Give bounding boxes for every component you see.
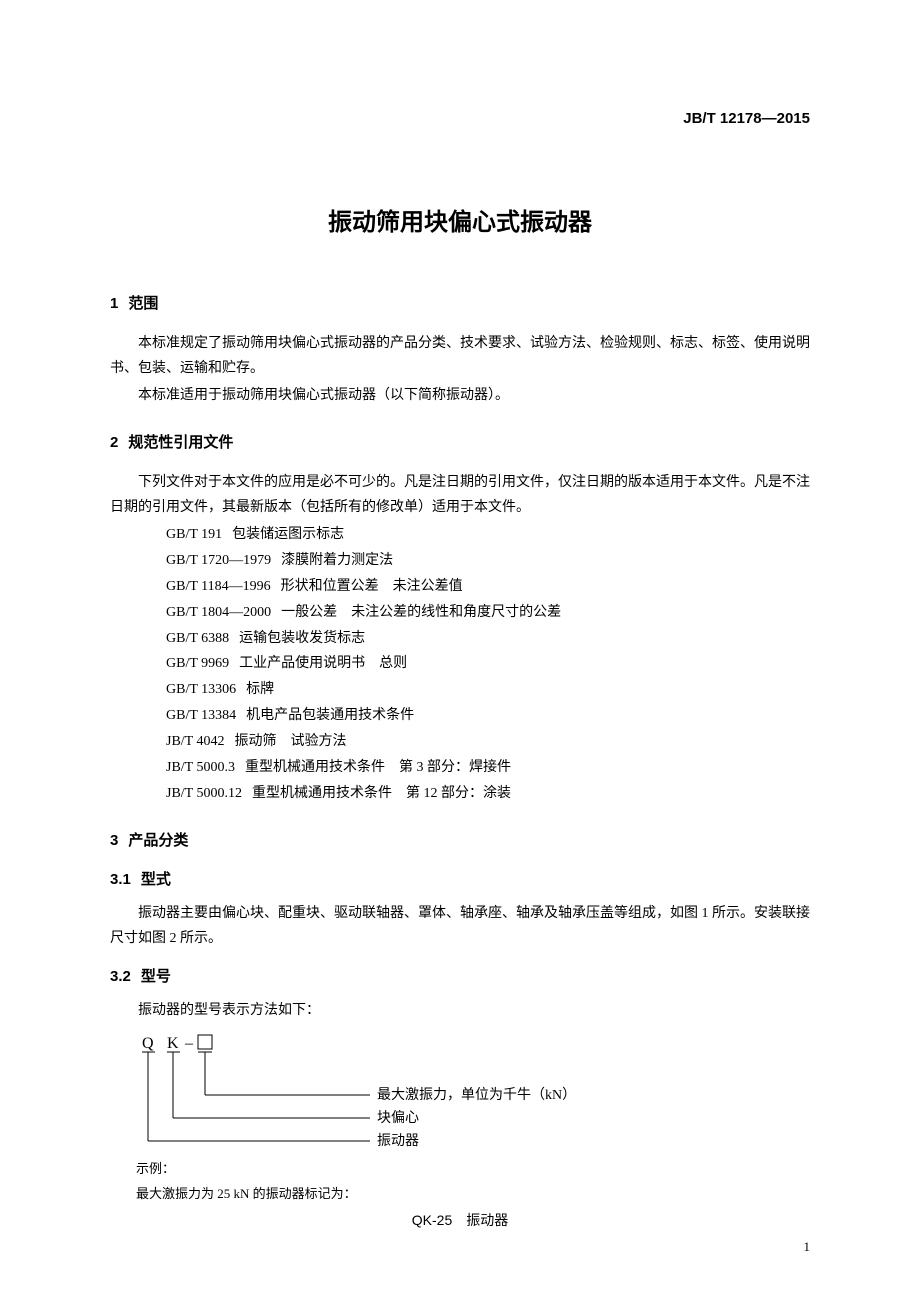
ref-item: GB/T 13306 标牌 (110, 677, 810, 703)
ref-title: 漆膜附着力测定法 (281, 553, 393, 568)
ref-code: GB/T 191 (138, 522, 222, 548)
ref-title: 标牌 (246, 682, 274, 697)
label-force: 最大激振力，单位为千牛（kN） (377, 1086, 576, 1103)
section-3-1-heading: 3.1 型式 (110, 868, 810, 889)
ref-title: 机电产品包装通用技术条件 (246, 708, 414, 723)
main-title: 振动筛用块偏心式振动器 (110, 202, 810, 237)
ref-title: 工业产品使用说明书 总则 (239, 656, 407, 671)
section-3-num: 3 (110, 832, 118, 849)
ref-item: GB/T 9969 工业产品使用说明书 总则 (110, 651, 810, 677)
section-3-2-num: 3.2 (110, 968, 131, 985)
code-dash: – (184, 1035, 194, 1052)
references-list: GB/T 191包装储运图示标志 GB/T 1720—1979漆膜附着力测定法 … (110, 522, 810, 807)
ref-title: 形状和位置公差 未注公差值 (281, 579, 463, 594)
page-number: 1 (804, 1239, 811, 1255)
section-3-heading: 3 产品分类 (110, 829, 810, 850)
label-eccentric: 块偏心 (377, 1110, 419, 1126)
section-2-heading: 2 规范性引用文件 (110, 431, 810, 452)
example-text: 最大激振力为 25 kN 的振动器标记为： (136, 1183, 810, 1202)
model-diagram-svg: Q K – 最大激振力，单位为千牛（kN） 块偏心 振动器 (142, 1033, 602, 1148)
section-2-num: 2 (110, 434, 118, 451)
section-1-title: 范围 (128, 295, 158, 312)
ref-title: 重型机械通用技术条件 第 12 部分：涂装 (252, 786, 511, 801)
section-1-num: 1 (110, 295, 118, 312)
ref-item: JB/T 5000.3 重型机械通用技术条件 第 3 部分：焊接件 (110, 755, 810, 781)
ref-title: 包装储运图示标志 (232, 527, 344, 542)
ref-code: GB/T 1184—1996 (138, 574, 271, 600)
ref-item: GB/T 6388 运输包装收发货标志 (110, 626, 810, 652)
ref-code: JB/T 5000.3 (138, 755, 235, 781)
ref-code: GB/T 1804—2000 (138, 600, 271, 626)
refs-intro: 下列文件对于本文件的应用是必不可少的。凡是注日期的引用文件，仅注日期的版本适用于… (110, 470, 810, 520)
ref-code: GB/T 6388 (138, 626, 229, 652)
ref-title: 运输包装收发货标志 (239, 631, 365, 646)
ref-title: 一般公差 未注公差的线性和角度尺寸的公差 (281, 605, 561, 620)
ref-item: GB/T 1720—1979 漆膜附着力测定法 (110, 548, 810, 574)
code-k: K (167, 1035, 179, 1052)
type-para: 振动器主要由偏心块、配重块、驱动联轴器、罩体、轴承座、轴承及轴承压盖等组成，如图… (110, 901, 810, 951)
ref-item: GB/T 1184—1996 形状和位置公差 未注公差值 (110, 574, 810, 600)
scope-para-1: 本标准规定了振动筛用块偏心式振动器的产品分类、技术要求、试验方法、检验规则、标志… (110, 331, 810, 381)
example-label: 示例： (136, 1158, 810, 1177)
label-vibrator: 振动器 (377, 1133, 419, 1148)
section-3-2-title: 型号 (141, 968, 171, 985)
ref-code: JB/T 4042 (138, 729, 224, 755)
ref-item: GB/T 13384 机电产品包装通用技术条件 (110, 703, 810, 729)
ref-code: GB/T 13384 (138, 703, 236, 729)
ref-code: GB/T 13306 (138, 677, 236, 703)
ref-code: JB/T 5000.12 (138, 781, 242, 807)
section-2-title: 规范性引用文件 (128, 434, 233, 451)
code-box-icon (198, 1035, 212, 1049)
ref-title: 重型机械通用技术条件 第 3 部分：焊接件 (245, 760, 511, 775)
ref-code: GB/T 1720—1979 (138, 548, 271, 574)
scope-para-2: 本标准适用于振动筛用块偏心式振动器（以下简称振动器）。 (110, 383, 810, 408)
ref-item: GB/T 191 包装储运图示标志 (110, 522, 810, 548)
section-3-1-num: 3.1 (110, 871, 131, 888)
model-code-diagram: Q K – 最大激振力，单位为千牛（kN） 块偏心 振动器 (142, 1033, 810, 1148)
ref-item: GB/T 1804—2000 一般公差 未注公差的线性和角度尺寸的公差 (110, 600, 810, 626)
model-intro: 振动器的型号表示方法如下： (110, 998, 810, 1023)
ref-item: JB/T 4042 振动筛 试验方法 (110, 729, 810, 755)
ref-title: 振动筛 试验方法 (234, 734, 346, 749)
code-q: Q (142, 1035, 154, 1052)
ref-code: GB/T 9969 (138, 651, 229, 677)
ref-item: JB/T 5000.12 重型机械通用技术条件 第 12 部分：涂装 (110, 781, 810, 807)
section-1-heading: 1 范围 (110, 292, 810, 313)
section-3-2-heading: 3.2 型号 (110, 965, 810, 986)
example-code: QK-25 振动器 (110, 1210, 810, 1230)
section-3-title: 产品分类 (128, 832, 188, 849)
standard-number: JB/T 12178—2015 (110, 110, 810, 127)
section-3-1-title: 型式 (141, 871, 171, 888)
